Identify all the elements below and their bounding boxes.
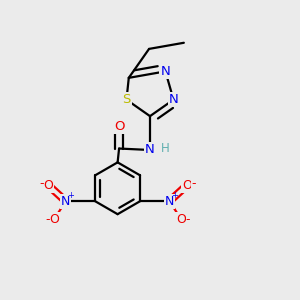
Text: H: H [161,142,170,155]
Text: -: - [185,213,190,226]
Text: +: + [171,191,178,200]
Text: O: O [176,213,186,226]
Text: -: - [45,213,50,226]
Text: N: N [165,195,174,208]
Text: -: - [191,177,196,190]
Text: O: O [182,178,192,191]
Text: -: - [39,177,44,190]
Text: O: O [43,178,53,191]
Text: O: O [49,213,59,226]
Text: N: N [160,65,170,78]
Text: N: N [61,195,70,208]
Text: O: O [114,120,124,133]
Text: +: + [68,191,74,200]
Text: N: N [145,143,155,157]
Text: N: N [169,93,178,106]
Text: S: S [122,93,131,106]
